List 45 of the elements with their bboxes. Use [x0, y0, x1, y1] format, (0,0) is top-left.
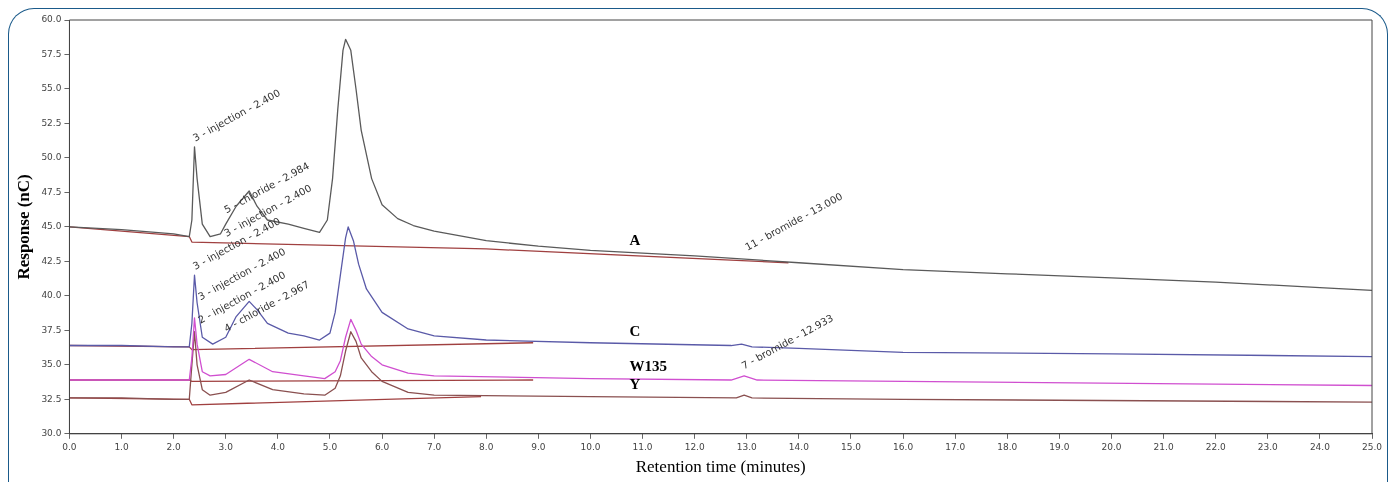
x-tick-label: 20.0 — [1101, 441, 1122, 452]
series-label: W135 — [629, 358, 668, 375]
x-tick-label: 5.0 — [322, 441, 338, 452]
x-axis-title: Retention time (minutes) — [635, 457, 806, 477]
x-tick-label: 11.0 — [632, 441, 653, 452]
series-label: C — [629, 322, 641, 339]
x-tick-label: 13.0 — [736, 441, 758, 452]
x-tick-label: 10.0 — [580, 441, 601, 452]
x-tick-label: 21.0 — [1153, 441, 1174, 452]
y-tick-label: 40.0 — [41, 290, 62, 301]
y-tick-label: 60.0 — [41, 14, 62, 25]
x-tick-label: 6.0 — [374, 441, 390, 452]
y-tick-label: 52.5 — [41, 117, 62, 128]
y-tick-label: 55.0 — [41, 83, 62, 94]
x-tick-label: 25.0 — [1361, 441, 1383, 452]
x-tick-label: 16.0 — [893, 441, 914, 452]
y-tick-label: 50.0 — [41, 152, 62, 163]
x-tick-label: 24.0 — [1309, 441, 1331, 452]
x-tick-label: 12.0 — [684, 441, 705, 452]
x-tick-label: 22.0 — [1205, 441, 1226, 452]
x-tick-label: 17.0 — [945, 441, 966, 452]
y-tick-label: 30.0 — [41, 428, 62, 439]
y-tick-label: 37.5 — [41, 324, 62, 335]
y-axis-title: Response (nC) — [13, 174, 33, 280]
series-label: Y — [629, 376, 641, 393]
y-tick-label: 45.0 — [41, 221, 62, 232]
y-tick-label: 42.5 — [41, 255, 62, 266]
y-tick-label: 32.5 — [41, 393, 62, 404]
x-tick-label: 15.0 — [840, 441, 862, 452]
x-tick-label: 9.0 — [531, 441, 546, 452]
x-tick-label: 3.0 — [218, 441, 234, 452]
x-tick-label: 7.0 — [426, 441, 442, 452]
x-tick-label: 1.0 — [114, 441, 129, 452]
x-tick-label: 18.0 — [997, 441, 1018, 452]
x-tick-label: 0.0 — [62, 441, 77, 452]
x-tick-label: 14.0 — [788, 441, 810, 452]
x-tick-label: 23.0 — [1257, 441, 1279, 452]
series-label: A — [629, 231, 641, 248]
x-tick-label: 2.0 — [166, 441, 182, 452]
x-tick-label: 19.0 — [1049, 441, 1070, 452]
y-tick-label: 47.5 — [41, 186, 62, 197]
x-tick-label: 4.0 — [270, 441, 286, 452]
y-tick-label: 57.5 — [41, 48, 62, 59]
y-tick-label: 35.0 — [41, 359, 62, 370]
x-tick-label: 8.0 — [479, 441, 494, 452]
